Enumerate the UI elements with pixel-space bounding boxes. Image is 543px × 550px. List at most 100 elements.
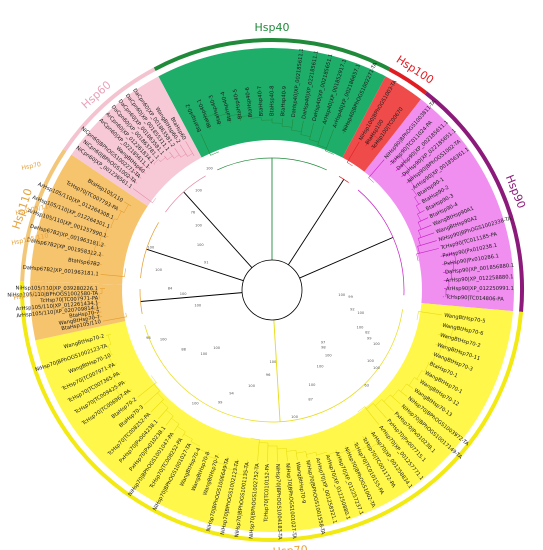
internal-branch	[112, 377, 118, 387]
leaf-branch	[150, 399, 164, 413]
leaf-branch	[245, 460, 248, 476]
leaf-branch	[88, 262, 102, 266]
clade-sector-hsp90	[364, 99, 514, 312]
internal-branch	[124, 268, 126, 277]
internal-branch	[337, 450, 348, 455]
leaf-branch	[370, 430, 380, 443]
support-value: 100	[195, 224, 203, 228]
leaf-branch	[309, 123, 314, 140]
leaf-branch	[364, 406, 380, 425]
leaf-branch	[398, 389, 408, 397]
leaf-branch	[140, 168, 146, 174]
leaf-branch	[417, 217, 429, 223]
internal-branch	[399, 155, 406, 162]
leaf-branch	[126, 175, 138, 184]
internal-branch	[348, 448, 358, 454]
clade-node-arc	[139, 288, 143, 314]
internal-branch	[90, 308, 92, 314]
leaf-branch	[442, 262, 454, 265]
internal-branch	[108, 355, 114, 366]
leaf-branch	[276, 445, 278, 462]
leaf-branch	[164, 155, 168, 160]
clade-stem-hsp70	[273, 319, 281, 422]
clade-stem-hsp100	[287, 179, 345, 266]
clade-sectors	[29, 47, 514, 532]
leaf-branch	[124, 201, 132, 207]
internal-branch	[412, 188, 418, 196]
leaf-branch	[137, 382, 157, 398]
support-value: 99	[348, 295, 353, 299]
clade-node-arc	[165, 175, 206, 213]
internal-branch	[369, 441, 380, 449]
leaf-branch	[104, 235, 109, 238]
support-value: 100	[338, 293, 346, 297]
internal-branch	[88, 313, 90, 319]
internal-branch	[250, 438, 260, 440]
leaf-branch	[159, 159, 161, 162]
leaf-branch	[207, 449, 210, 453]
internal-branch	[325, 150, 334, 155]
leaf-branch	[300, 120, 304, 135]
internal-branch	[126, 169, 132, 176]
internal-branch	[450, 271, 452, 281]
internal-branch	[372, 134, 380, 140]
leaf-branch	[353, 441, 359, 449]
leaf-branch	[91, 311, 102, 314]
internal-branch	[431, 354, 436, 365]
internal-branch	[104, 226, 109, 236]
leaf-branch	[315, 452, 318, 457]
leaf-branch	[295, 450, 298, 461]
internal-branch	[234, 473, 246, 476]
support-value: 100	[367, 359, 375, 363]
leaf-branch	[416, 248, 439, 255]
leaf-branch	[216, 453, 219, 460]
support-value: 100	[155, 268, 163, 272]
internal-branch	[450, 327, 454, 338]
support-value: 100	[180, 292, 188, 296]
leaf-branch	[102, 316, 127, 322]
internal-branch	[416, 253, 419, 261]
leaf-branch	[389, 394, 401, 405]
internal-branch	[444, 336, 449, 348]
internal-branch	[250, 117, 262, 119]
leaf-branch	[371, 141, 378, 151]
leaf-branch	[401, 172, 407, 178]
clade-node-arc	[140, 222, 159, 279]
support-value: 99	[218, 401, 223, 405]
leaf-branch	[239, 116, 241, 121]
clade-ring-hsp40	[153, 38, 391, 72]
leaf-branch	[317, 125, 325, 146]
support-value: 100	[192, 402, 200, 406]
leaf-branch	[185, 141, 195, 157]
leaf-label: ArHsp90|XP_012258880.1	[446, 274, 514, 284]
support-value: 100	[194, 303, 202, 307]
support-value: 92	[350, 308, 355, 312]
tree-branches	[88, 113, 457, 476]
leaf-branch	[117, 380, 127, 387]
leaf-branch	[257, 439, 260, 462]
support-value: 96	[266, 373, 271, 377]
leaf-branch	[373, 403, 387, 419]
support-value: 100	[206, 166, 214, 170]
support-value: 98	[146, 336, 151, 340]
support-value: 100	[291, 415, 299, 419]
leaf-branch	[365, 134, 374, 146]
internal-branch	[228, 113, 240, 117]
leaf-branch	[120, 389, 132, 398]
internal-branch	[327, 451, 337, 456]
internal-branch	[368, 177, 374, 183]
leaf-label: BtaHsp40-6	[245, 87, 255, 118]
support-value: 82	[365, 331, 370, 335]
clade-node-arc	[338, 175, 349, 183]
clade-stem-hsp105	[140, 292, 243, 302]
leaf-branch	[169, 151, 175, 159]
leaf-label: ArHsp90|XP_012250991.1	[446, 286, 514, 293]
internal-branch	[215, 461, 226, 466]
internal-branch	[205, 113, 217, 118]
support-value: 98	[321, 346, 326, 350]
leaf-branch	[418, 224, 432, 231]
leaf-branch	[438, 334, 448, 338]
internal-branch	[416, 311, 419, 320]
clade-sector-hsp60	[71, 76, 202, 207]
